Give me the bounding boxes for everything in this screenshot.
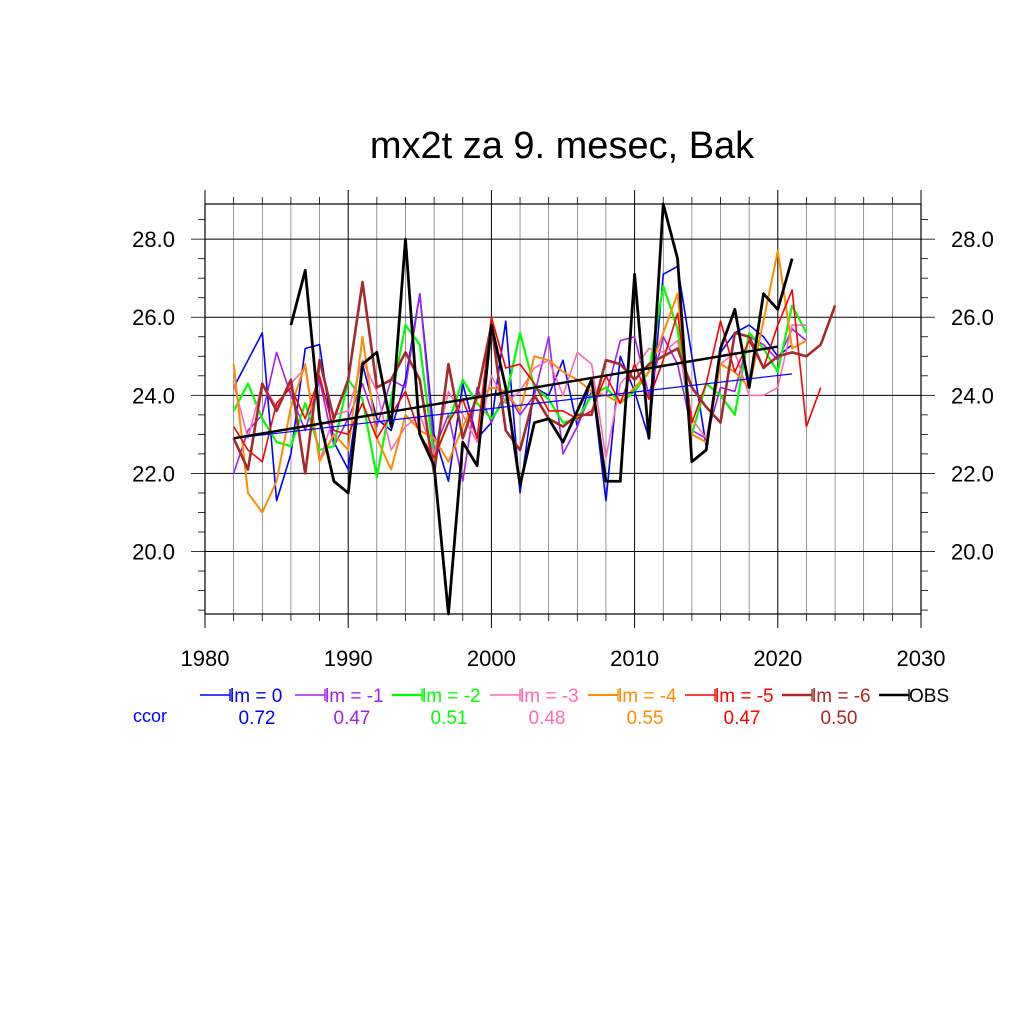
legend-ccor-value: 0.50 xyxy=(821,708,858,729)
y-tick-label-right: 20.0 xyxy=(951,540,994,565)
legend-label: lm = -1 xyxy=(325,686,384,707)
legend-ccor-value: 0.72 xyxy=(239,708,276,729)
legend-ccor-value: 0.51 xyxy=(431,708,468,729)
legend-label: lm = -3 xyxy=(520,686,579,707)
legend-label: lm = 0 xyxy=(230,686,282,707)
trend-line xyxy=(233,345,778,440)
ccor-label: ccor xyxy=(133,706,167,726)
chart-title: mx2t za 9. mesec, Bak xyxy=(370,125,755,167)
series-layer xyxy=(232,202,837,616)
legend-ccor-value: 0.48 xyxy=(529,708,566,729)
x-tick-label: 2020 xyxy=(753,646,802,671)
x-tick-label: 2010 xyxy=(610,646,659,671)
series-line-lm-2 xyxy=(232,284,808,479)
plot-frame xyxy=(204,203,922,615)
y-tick-label-left: 28.0 xyxy=(132,227,175,252)
x-tick-label: 1980 xyxy=(181,646,230,671)
y-tick-label-right: 22.0 xyxy=(951,461,994,486)
legend-ccor-value: 0.47 xyxy=(724,708,761,729)
series-line-lm-6 xyxy=(232,280,837,475)
legend-ccor-value: 0.55 xyxy=(627,708,664,729)
y-tick-label-left: 22.0 xyxy=(132,461,175,486)
y-tick-label-left: 24.0 xyxy=(132,383,175,408)
series-line-OBS xyxy=(289,202,794,616)
x-tick-label: 2030 xyxy=(897,646,946,671)
y-tick-label-left: 20.0 xyxy=(132,540,175,565)
y-tick-label-right: 26.0 xyxy=(951,305,994,330)
y-tick-label-right: 24.0 xyxy=(951,383,994,408)
legend-label: lm = -5 xyxy=(715,686,774,707)
axes-layer: 1980 1990 2000 2010 2020 2030 20.0 20.0 22.0 22.0… xyxy=(132,190,994,671)
legend-label: lm = -6 xyxy=(812,686,871,707)
legend-label: lm = -4 xyxy=(618,686,677,707)
y-tick-label-left: 26.0 xyxy=(132,305,175,330)
legend-label: OBS xyxy=(909,686,949,707)
trend-line xyxy=(233,373,793,439)
y-tick-label-right: 28.0 xyxy=(951,227,994,252)
legend-ccor-value: 0.47 xyxy=(334,708,371,729)
x-tick-label: 1990 xyxy=(324,646,373,671)
x-tick-label: 2000 xyxy=(467,646,516,671)
legend-label: lm = -2 xyxy=(422,686,481,707)
